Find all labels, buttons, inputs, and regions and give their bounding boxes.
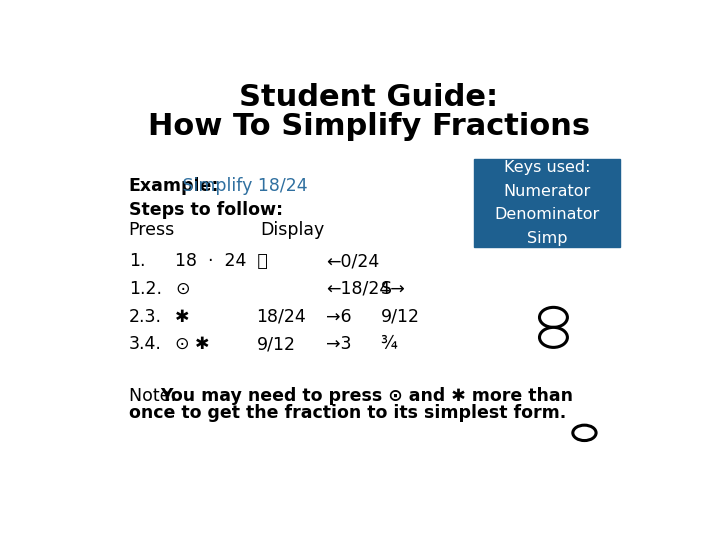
Text: →6: →6 (326, 308, 352, 326)
Ellipse shape (539, 327, 567, 347)
Text: Steps to follow:: Steps to follow: (129, 200, 283, 219)
Text: ⊙: ⊙ (175, 280, 190, 298)
Text: 1.2.: 1.2. (129, 280, 162, 298)
Text: ¾: ¾ (381, 335, 397, 353)
Text: Simplify 18/24: Simplify 18/24 (177, 177, 307, 195)
Text: Example:: Example: (129, 177, 220, 195)
Text: How To Simplify Fractions: How To Simplify Fractions (148, 112, 590, 141)
Text: Student Guide:: Student Guide: (240, 83, 498, 112)
FancyBboxPatch shape (474, 159, 620, 247)
Text: Press: Press (129, 221, 175, 239)
Text: Display: Display (261, 221, 325, 239)
Text: Note:: Note: (129, 387, 181, 405)
Text: 18/24: 18/24 (256, 308, 307, 326)
Text: 1.: 1. (129, 252, 145, 270)
Text: ←0/24: ←0/24 (326, 252, 379, 270)
Text: 9/12: 9/12 (381, 308, 420, 326)
Text: 18  ·  24  Ⓢ: 18 · 24 Ⓢ (175, 252, 268, 270)
Text: ✱: ✱ (175, 308, 190, 326)
Text: 9/12: 9/12 (256, 335, 296, 353)
Text: →3: →3 (326, 335, 352, 353)
Ellipse shape (573, 425, 596, 441)
Text: 3.4.: 3.4. (129, 335, 161, 353)
Text: You may need to press ⊙ and ✱ more than: You may need to press ⊙ and ✱ more than (160, 387, 572, 405)
Text: Keys used:
Numerator
Denominator
Simp: Keys used: Numerator Denominator Simp (495, 160, 600, 246)
Text: ⊙ ✱: ⊙ ✱ (175, 335, 210, 353)
Text: S: S (381, 280, 392, 298)
Text: once to get the fraction to its simplest form.: once to get the fraction to its simplest… (129, 404, 566, 422)
Text: ←18/24→: ←18/24→ (326, 280, 405, 298)
Ellipse shape (539, 307, 567, 327)
Text: 2.3.: 2.3. (129, 308, 162, 326)
